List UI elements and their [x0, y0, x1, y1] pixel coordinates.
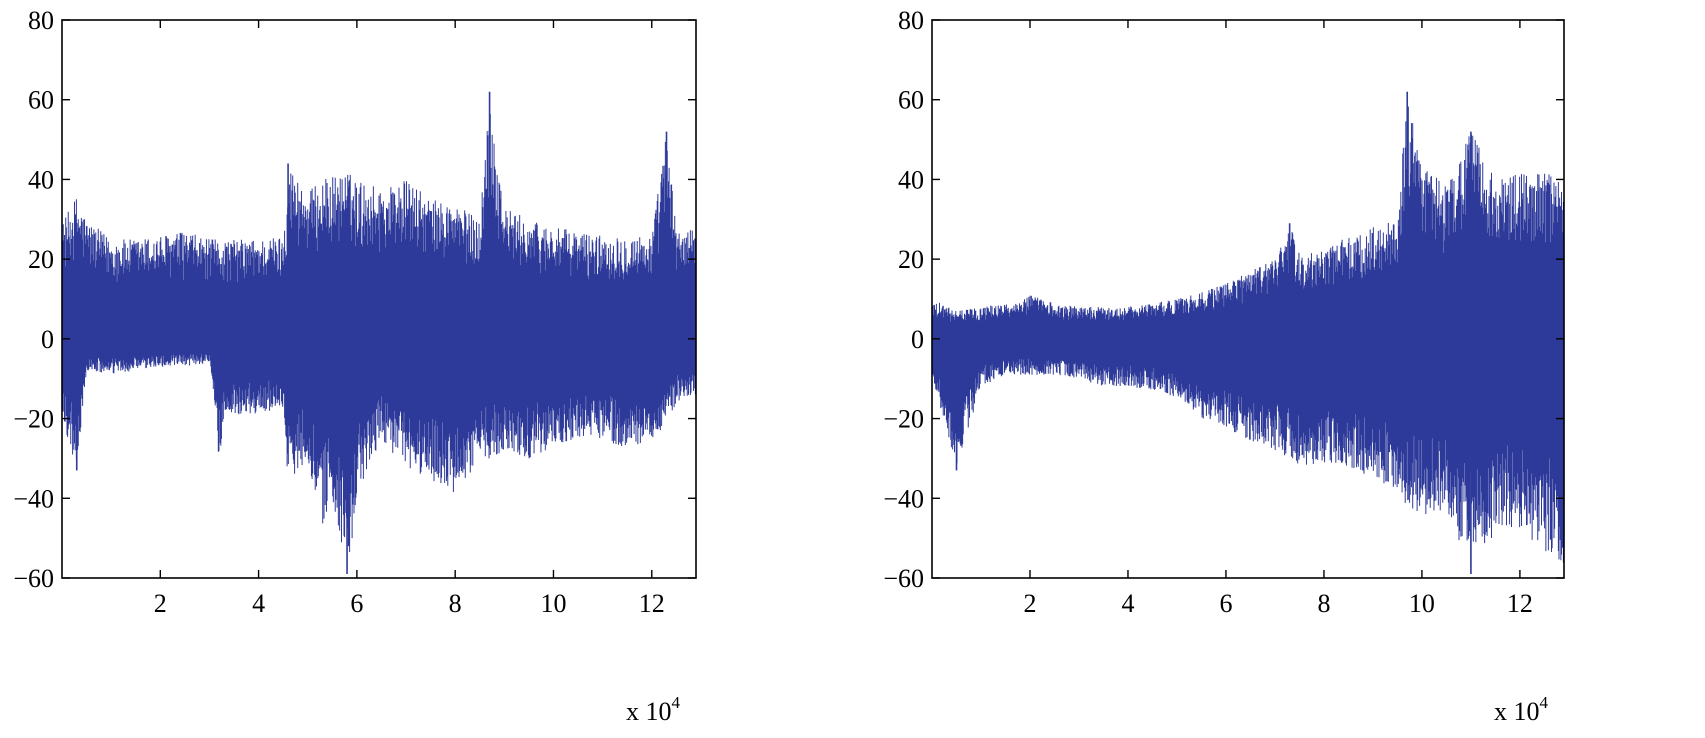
right-signal-layer — [931, 91, 1565, 575]
right-axes-frame — [931, 19, 1565, 579]
left-x-tick-label-8: 8 — [449, 589, 462, 618]
right-x-tick-label-2: 2 — [1023, 589, 1036, 618]
left-axes-frame — [61, 19, 697, 579]
right-y-tick-label-80: 80 — [898, 6, 924, 35]
right-x-tick-label-4: 4 — [1121, 589, 1134, 618]
right-ticks-layer: 2 4 6 8 10 12 −60 −40 −20 0 20 40 60 80 — [883, 6, 1564, 618]
left-y-tick-label-80: 80 — [28, 6, 54, 35]
right-series-0-waveform — [931, 106, 1565, 569]
left-y-tick-label-40: 40 — [28, 165, 54, 194]
right-x-multiplier-exponent: 4 — [1540, 693, 1549, 712]
left-x-multiplier-exponent: 4 — [672, 693, 681, 712]
right-y-tick-label-0: 0 — [911, 325, 924, 354]
left-y-tick-label-20: 20 — [28, 245, 54, 274]
left-series-0-waveform — [61, 114, 697, 552]
right-y-tick-label-40: 40 — [898, 165, 924, 194]
left-y-tick-label--40: −40 — [13, 484, 54, 513]
left-x-tick-label-12: 12 — [639, 589, 665, 618]
right-y-tick-label--40: −40 — [883, 484, 924, 513]
left-y-tick-label-60: 60 — [28, 86, 54, 115]
left-x-tick-label-6: 6 — [350, 589, 363, 618]
left-x-multiplier-base: x 10 — [626, 697, 672, 726]
left-x-tick-label-4: 4 — [252, 589, 265, 618]
right-y-tick-label-20: 20 — [898, 245, 924, 274]
left-y-tick-label--60: −60 — [13, 564, 54, 593]
right-x-tick-label-8: 8 — [1317, 589, 1330, 618]
left-ticks-layer: 2 4 6 8 10 12 −60 −40 −20 0 20 40 60 80 — [13, 6, 696, 618]
right-x-tick-label-6: 6 — [1219, 589, 1232, 618]
right-x-multiplier: x 104 — [1494, 693, 1549, 726]
left-x-multiplier: x 104 — [626, 693, 681, 726]
left-x-tick-label-2: 2 — [154, 589, 167, 618]
left-y-tick-label-0: 0 — [41, 325, 54, 354]
right-y-tick-label--60: −60 — [883, 564, 924, 593]
left-y-tick-label--20: −20 — [13, 405, 54, 434]
right-x-tick-label-10: 10 — [1409, 589, 1435, 618]
right-y-tick-label-60: 60 — [898, 86, 924, 115]
right-x-multiplier-base: x 10 — [1494, 697, 1540, 726]
right-x-tick-label-12: 12 — [1507, 589, 1533, 618]
right-y-tick-label--20: −20 — [883, 405, 924, 434]
left-x-tick-label-10: 10 — [540, 589, 566, 618]
left-signal-layer — [61, 91, 697, 575]
